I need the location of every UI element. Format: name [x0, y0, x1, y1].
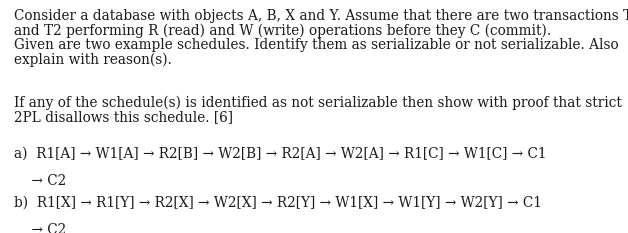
Text: and T2 performing R (read) and W (write) operations before they C (commit).: and T2 performing R (read) and W (write)…	[14, 23, 551, 38]
Text: explain with reason(s).: explain with reason(s).	[14, 52, 171, 67]
Text: 2PL disallows this schedule. [6]: 2PL disallows this schedule. [6]	[14, 110, 233, 124]
Text: Given are two example schedules. Identify them as serializable or not serializab: Given are two example schedules. Identif…	[14, 38, 619, 52]
Text: a)  R1[A] → W1[A] → R2[B] → W2[B] → R2[A] → W2[A] → R1[C] → W1[C] → C1: a) R1[A] → W1[A] → R2[B] → W2[B] → R2[A]…	[14, 147, 546, 161]
Text: If any of the schedule(s) is identified as not serializable then show with proof: If any of the schedule(s) is identified …	[14, 96, 622, 110]
Text: → C2: → C2	[14, 174, 66, 188]
Text: Consider a database with objects A, B, X and Y. Assume that there are two transa: Consider a database with objects A, B, X…	[14, 9, 628, 23]
Text: → C2: → C2	[14, 223, 66, 233]
Text: b)  R1[X] → R1[Y] → R2[X] → W2[X] → R2[Y] → W1[X] → W1[Y] → W2[Y] → C1: b) R1[X] → R1[Y] → R2[X] → W2[X] → R2[Y]…	[14, 196, 542, 210]
